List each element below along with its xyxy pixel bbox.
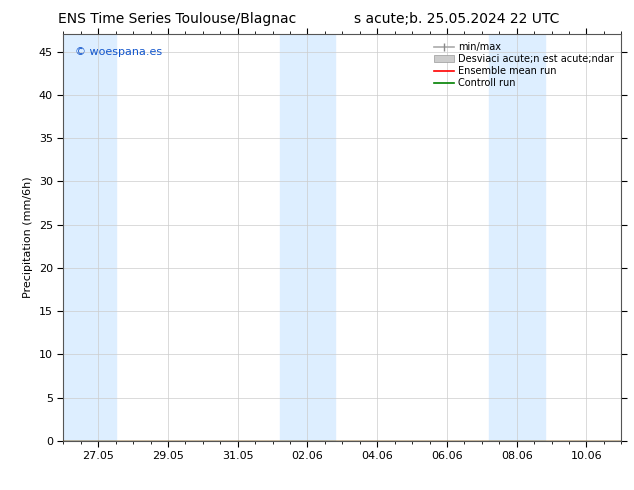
Text: s acute;b. 25.05.2024 22 UTC: s acute;b. 25.05.2024 22 UTC <box>354 12 559 26</box>
Legend: min/max, Desviaci acute;n est acute;ndar, Ensemble mean run, Controll run: min/max, Desviaci acute;n est acute;ndar… <box>431 39 616 91</box>
Y-axis label: Precipitation (mm/6h): Precipitation (mm/6h) <box>23 177 34 298</box>
Bar <box>60 34 116 441</box>
Bar <box>489 34 545 441</box>
Text: © woespana.es: © woespana.es <box>75 47 162 56</box>
Text: ENS Time Series Toulouse/Blagnac: ENS Time Series Toulouse/Blagnac <box>58 12 297 26</box>
Bar <box>280 34 335 441</box>
